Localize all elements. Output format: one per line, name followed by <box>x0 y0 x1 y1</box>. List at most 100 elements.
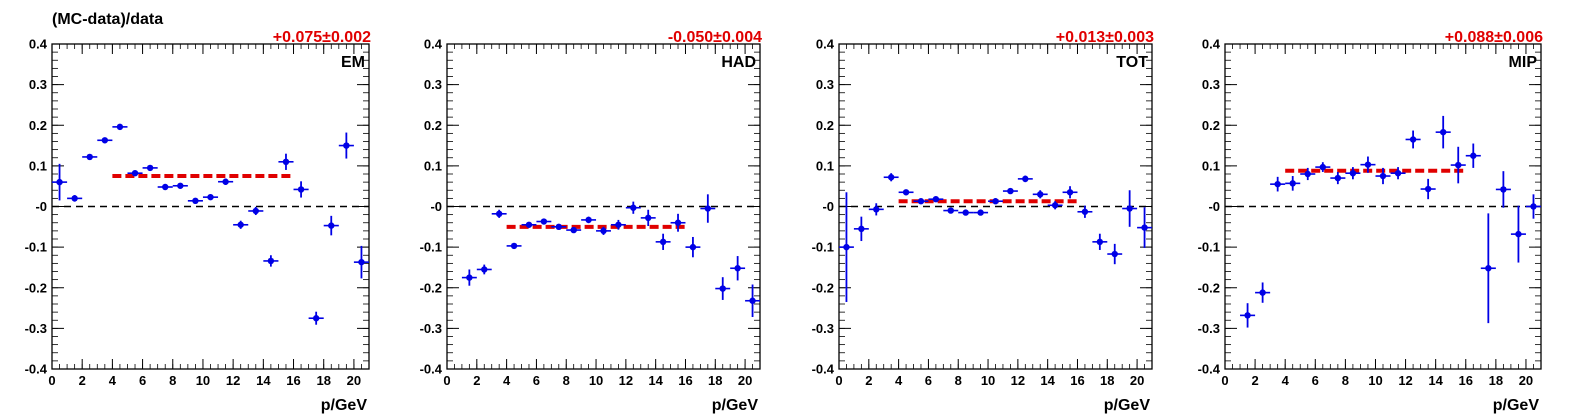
data-point <box>1240 303 1256 328</box>
data-point <box>745 284 760 317</box>
x-tick-label: 14 <box>256 373 271 388</box>
data-marker <box>1244 312 1251 319</box>
data-marker <box>917 198 925 205</box>
data-point <box>566 226 582 234</box>
data-point <box>187 197 203 205</box>
data-marker <box>1530 203 1537 210</box>
panel-name-label: MIP <box>1509 54 1538 71</box>
y-tick-label: 0.3 <box>424 77 442 92</box>
data-marker <box>116 123 124 131</box>
data-point <box>1330 171 1346 185</box>
y-tick-label: -0.1 <box>420 240 442 255</box>
y-tick-label: 0.3 <box>1202 77 1220 92</box>
data-marker <box>358 258 365 266</box>
data-point <box>581 216 597 224</box>
data-point <box>610 219 626 230</box>
data-point <box>506 242 522 250</box>
y-tick-label: -0.3 <box>812 321 834 336</box>
data-point <box>1107 243 1123 265</box>
data-point <box>973 209 989 216</box>
x-tick-label: 6 <box>533 373 540 388</box>
data-marker <box>1096 238 1104 246</box>
data-point <box>1435 115 1451 149</box>
data-marker <box>510 242 518 250</box>
data-marker <box>992 198 999 205</box>
data-point <box>715 277 731 300</box>
x-tick-label: 20 <box>738 373 752 388</box>
data-marker <box>887 174 895 181</box>
data-point <box>551 223 567 231</box>
data-point <box>1300 167 1316 181</box>
y-tick-label: 0.4 <box>29 37 48 52</box>
data-marker <box>1515 230 1522 238</box>
data-point <box>596 226 611 235</box>
data-marker <box>585 216 592 224</box>
data-marker <box>1319 163 1327 171</box>
x-tick-label: 14 <box>1040 373 1055 388</box>
x-tick-label: 12 <box>1398 373 1412 388</box>
data-point <box>913 198 929 205</box>
data-point <box>338 132 354 159</box>
y-tick-label: -0 <box>430 199 442 214</box>
x-tick-label: 10 <box>196 373 210 388</box>
data-point <box>172 182 188 189</box>
data-marker <box>56 178 63 186</box>
x-tick-label: 6 <box>139 373 146 388</box>
x-tick-label: 16 <box>678 373 692 388</box>
data-point <box>958 209 974 216</box>
data-marker <box>570 226 577 234</box>
y-tick-label: -0.3 <box>25 321 47 336</box>
data-point <box>461 269 477 286</box>
data-marker <box>1141 224 1148 231</box>
y-tick-label: 0.2 <box>29 118 47 133</box>
figure-y-axis-label: (MC-data)/data <box>52 11 163 28</box>
data-marker <box>630 204 637 211</box>
data-marker <box>177 182 184 189</box>
x-tick-label: 4 <box>109 373 117 388</box>
x-tick-label: 10 <box>589 373 603 388</box>
data-point <box>1315 162 1331 172</box>
data-point <box>142 164 158 172</box>
x-tick-label: 0 <box>48 373 55 388</box>
data-marker <box>1424 185 1432 193</box>
data-marker <box>328 222 335 229</box>
data-marker <box>312 315 320 322</box>
data-marker <box>1051 202 1059 209</box>
data-point <box>655 233 671 250</box>
data-marker <box>1274 180 1281 188</box>
x-tick-label: 10 <box>981 373 995 388</box>
data-marker <box>222 178 229 185</box>
data-point <box>1405 130 1421 149</box>
data-marker <box>1470 152 1477 159</box>
data-marker <box>297 186 305 193</box>
data-point <box>278 153 294 170</box>
data-point <box>127 169 143 177</box>
panel-tot: -0.4 -0.3 -0.2 -0.1 -0 0.1 0.2 0.3 0.4 0 2 4 6 8 10 12 1… <box>812 29 1155 414</box>
y-tick-label: -0 <box>35 199 47 214</box>
data-point <box>1032 190 1048 199</box>
data-point <box>685 236 701 258</box>
data-marker <box>1349 169 1357 177</box>
x-tick-label: 8 <box>955 373 962 388</box>
y-tick-label: -0.1 <box>812 240 834 255</box>
data-point <box>248 206 264 216</box>
data-point <box>521 221 537 228</box>
y-tick-label: 0.1 <box>1202 158 1220 173</box>
data-marker <box>902 189 910 196</box>
data-marker <box>192 197 199 205</box>
data-marker <box>1066 189 1074 196</box>
y-tick-label: 0.4 <box>424 37 443 52</box>
data-point <box>1510 205 1526 263</box>
y-tick-label: 0.1 <box>29 158 47 173</box>
x-tick-label: 12 <box>1011 373 1025 388</box>
data-point <box>1077 205 1093 218</box>
data-point <box>1465 143 1481 168</box>
data-marker <box>704 205 712 212</box>
data-point <box>1390 167 1406 180</box>
data-point <box>97 137 113 144</box>
x-tick-label: 16 <box>286 373 300 388</box>
x-axis-label: p/GeV <box>1493 397 1540 414</box>
fit-value-label: +0.013±0.003 <box>1056 29 1154 46</box>
y-tick-label: 0.1 <box>816 158 834 173</box>
data-marker <box>873 206 880 213</box>
